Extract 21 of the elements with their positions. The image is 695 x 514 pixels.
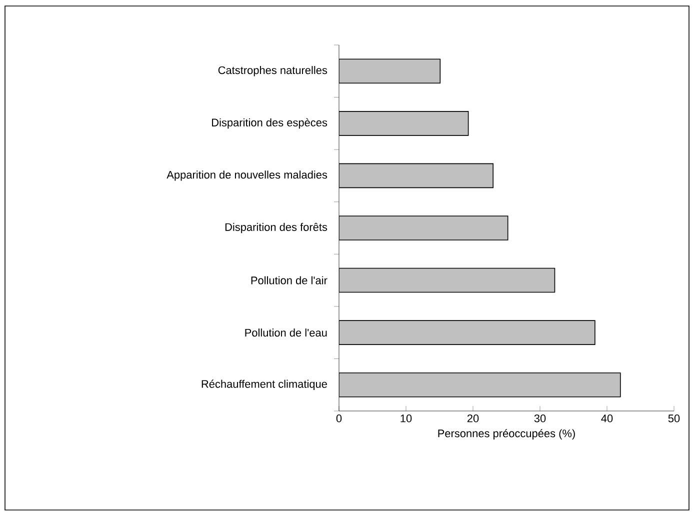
y-tick-label: Disparition des espèces <box>212 118 328 129</box>
bar <box>338 111 469 136</box>
bar <box>338 320 596 345</box>
y-tick-label: Pollution de l'eau <box>245 328 327 337</box>
bar <box>338 268 556 293</box>
bar <box>338 163 494 188</box>
x-tick-label: 0 <box>336 414 342 422</box>
y-tick-label: Catstrophes naturelles <box>218 66 328 76</box>
y-tick-label: Apparition de nouvelles maladies <box>166 170 328 181</box>
x-tick-label: 10 <box>400 414 412 422</box>
x-axis-title: Personnes préoccupées (%) <box>438 429 575 440</box>
y-tick-label: Disparition des forêts <box>225 222 328 234</box>
x-tick-label: 30 <box>534 414 546 422</box>
bar <box>338 58 441 84</box>
bar <box>338 216 508 240</box>
x-tick-label: 50 <box>668 414 680 422</box>
y-tick-label: Réchauffement climatique <box>202 380 327 390</box>
x-tick-label: 40 <box>601 414 613 422</box>
y-tick-label: Pollution de l'air <box>251 276 328 284</box>
x-tick-label: 20 <box>467 414 479 422</box>
bar <box>338 372 621 398</box>
